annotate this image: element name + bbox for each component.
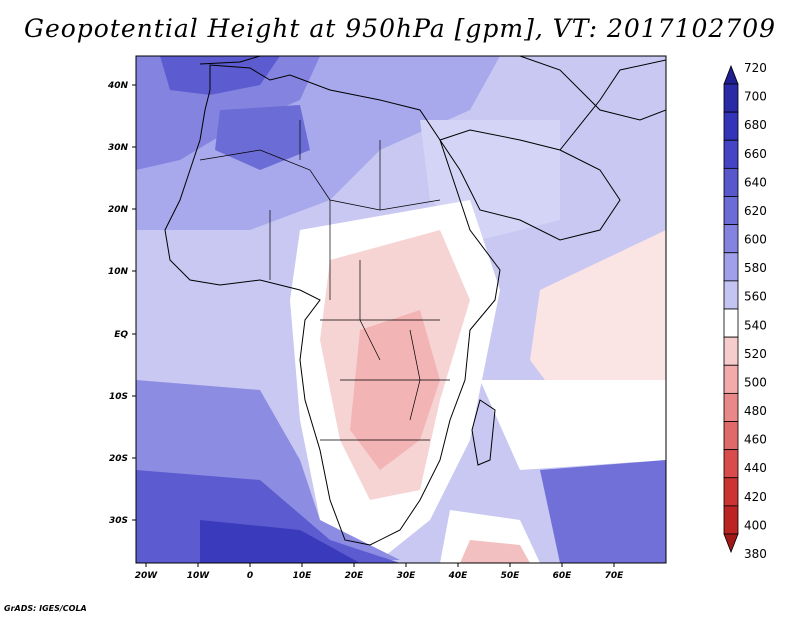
colorbar-swatch (723, 83, 739, 113)
colorbar-label: 520 (744, 347, 767, 361)
colorbar-label: 700 (744, 90, 767, 104)
map-title: Geopotential Height at 950hPa [gpm], VT:… (23, 14, 777, 43)
colorbar-swatch (723, 224, 739, 254)
lon-label: 50E (501, 571, 521, 581)
lat-label: 40N (107, 81, 129, 91)
colorbar-bottom-arrow (723, 533, 739, 554)
lon-label: 10E (293, 571, 313, 581)
colorbar-swatch (723, 111, 739, 141)
colorbar-swatch (723, 364, 739, 394)
colorbar-label: 480 (744, 404, 767, 418)
colorbar-swatch (723, 280, 739, 310)
colorbar-swatch (723, 421, 739, 451)
lat-label: 10S (109, 392, 128, 402)
colorbar-label: 500 (744, 375, 767, 389)
colorbar-swatch (723, 139, 739, 169)
colorbar-label: 440 (744, 461, 767, 475)
colorbar-swatch (723, 196, 739, 226)
colorbar-label: 600 (744, 233, 767, 247)
lat-labels: 40N 30N 20N 10N EQ 10S 20S 30S (107, 81, 129, 526)
colorbar-label: 640 (744, 175, 767, 189)
lat-label: 30N (108, 143, 129, 153)
lat-label: 30S (109, 516, 128, 526)
colorbar-label: 540 (744, 318, 767, 332)
lat-label: 20S (109, 454, 128, 464)
colorbar-label: 560 (744, 290, 767, 304)
colorbar-top-arrow (723, 64, 739, 85)
colorbar-label: 400 (744, 518, 767, 532)
lat-label: 20N (108, 205, 129, 215)
plot-frame (135, 55, 667, 564)
lon-labels: 20W 10W 0 10E 20E 30E 40E 50E 60E 70E (135, 571, 624, 581)
lon-label: 60E (553, 571, 573, 581)
colorbar-label: 580 (744, 261, 767, 275)
colorbar-swatch (723, 449, 739, 479)
colorbar-swatch (723, 167, 739, 197)
lon-label: 40E (448, 571, 469, 581)
colorbar-swatch (723, 308, 739, 338)
colorbar-label: 460 (744, 433, 767, 447)
colorbar-swatch (723, 505, 739, 535)
colorbar: 720 700 680 660 640 620 600 580 560 540 520 500 480 4… (723, 61, 767, 561)
colorbar-label: 380 (744, 547, 767, 561)
lat-label: EQ (114, 330, 128, 340)
colorbar-swatch (723, 392, 739, 422)
colorbar-label: 420 (744, 490, 767, 504)
colorbar-swatch (723, 477, 739, 507)
lon-label: 20W (135, 571, 159, 581)
lon-label: 0 (247, 571, 253, 581)
colorbar-swatch (723, 336, 739, 366)
colorbar-label: 680 (744, 118, 767, 132)
lat-label: 10N (108, 267, 129, 277)
lon-label: 70E (605, 571, 625, 581)
lon-label: 20E (345, 571, 365, 581)
geopotential-field (136, 56, 666, 563)
lon-label: 10W (187, 571, 211, 581)
axis-ticks (132, 84, 615, 567)
colorbar-label: 720 (744, 61, 767, 75)
lon-label: 30E (397, 571, 417, 581)
grads-credit: GrADS: IGES/COLA (4, 604, 87, 613)
coastlines (164, 56, 666, 546)
colorbar-label: 660 (744, 147, 767, 161)
colorbar-label: 620 (744, 204, 767, 218)
colorbar-swatch (723, 252, 739, 282)
country-borders (199, 120, 450, 441)
